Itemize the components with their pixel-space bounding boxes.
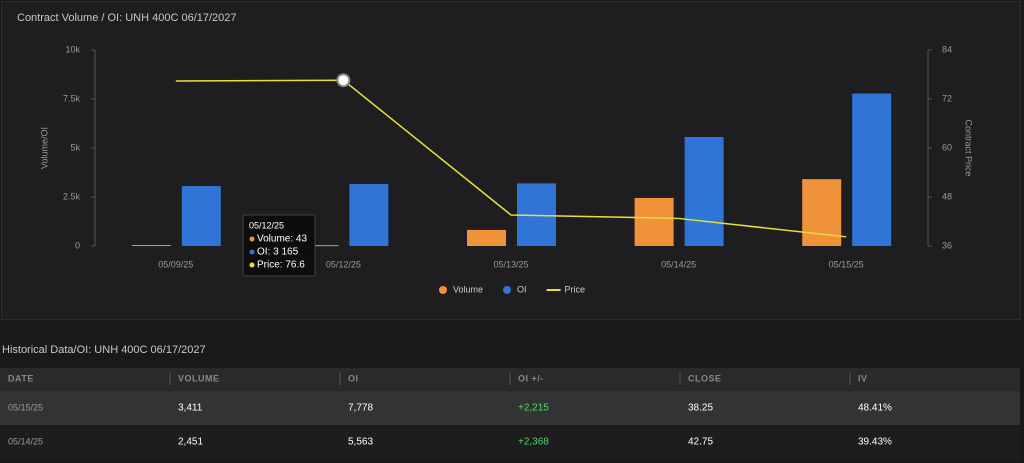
bar xyxy=(852,93,892,246)
bar xyxy=(349,183,389,246)
legend-swatch xyxy=(439,286,447,294)
table-cell: 48.41% xyxy=(858,403,892,414)
table-row-bg xyxy=(0,391,1020,425)
table-header: OI xyxy=(348,373,359,383)
chart-panel xyxy=(1,1,1021,320)
x-tick-label: 05/15/25 xyxy=(829,259,864,269)
table-header: IV xyxy=(858,373,868,383)
y-tick-label: 5k xyxy=(70,142,80,152)
y-tick-label: 10k xyxy=(65,44,80,54)
table-header: OI +/- xyxy=(518,373,544,383)
table-row-bg xyxy=(0,425,1020,460)
table-cell: 39.43% xyxy=(858,437,892,448)
tooltip-swatch xyxy=(249,236,255,242)
table-header: VOLUME xyxy=(178,373,220,383)
price-line xyxy=(175,79,847,238)
y2-axis-label: Contract Price xyxy=(964,119,974,176)
bar xyxy=(131,245,171,247)
bar xyxy=(684,136,724,246)
x-tick-label: 05/12/25 xyxy=(326,259,361,269)
table-cell: 05/15/25 xyxy=(8,402,43,412)
table-cell: 05/14/25 xyxy=(8,436,43,446)
chart-title: Contract Volume / OI: UNH 400C 06/17/202… xyxy=(17,12,237,24)
legend-label: Price xyxy=(565,284,586,294)
x-tick-label: 05/14/25 xyxy=(661,259,696,269)
y2-tick-label: 48 xyxy=(942,191,952,201)
bar xyxy=(181,186,221,246)
table-cell: 5,563 xyxy=(348,437,373,448)
table-cell: 38.25 xyxy=(688,403,713,414)
y-tick-label: 7.5k xyxy=(63,93,81,103)
x-tick-label: 05/09/25 xyxy=(158,259,193,269)
y2-tick-label: 72 xyxy=(942,93,952,103)
legend-swatch xyxy=(503,286,512,294)
y-tick-label: 2.5k xyxy=(63,191,81,201)
y2-tick-label: 60 xyxy=(942,142,952,152)
tooltip-line: Volume: 43 xyxy=(257,234,307,245)
tooltip-line: OI: 3 165 xyxy=(257,247,299,258)
tooltip-line: Price: 76.6 xyxy=(257,260,305,271)
y-axis-label: Volume/OI xyxy=(39,127,49,169)
table-title: Historical Data/OI: UNH 400C 06/17/2027 xyxy=(2,344,206,356)
tooltip-swatch xyxy=(249,249,255,255)
table-header: DATE xyxy=(8,373,34,383)
y-tick-label: 0 xyxy=(75,240,80,250)
table-header: CLOSE xyxy=(688,373,722,383)
table-cell: 2,451 xyxy=(178,437,203,448)
table-cell: 3,411 xyxy=(178,403,203,414)
table-cell: 7,778 xyxy=(348,403,373,414)
legend-label: OI xyxy=(517,284,527,294)
hover-point xyxy=(336,73,351,88)
bar xyxy=(299,245,339,247)
legend-label: Volume xyxy=(453,284,483,294)
x-tick-label: 05/13/25 xyxy=(493,259,528,269)
bar xyxy=(634,197,674,246)
y2-tick-label: 84 xyxy=(942,44,952,54)
tooltip-swatch xyxy=(249,262,255,268)
table-cell: +2,215 xyxy=(518,403,549,414)
tooltip-title: 05/12/25 xyxy=(249,220,284,230)
bar xyxy=(467,229,506,246)
tooltip xyxy=(242,214,316,277)
table-cell: +2,368 xyxy=(518,437,549,448)
table-cell: 42.75 xyxy=(688,437,713,448)
y2-tick-label: 36 xyxy=(942,240,952,250)
